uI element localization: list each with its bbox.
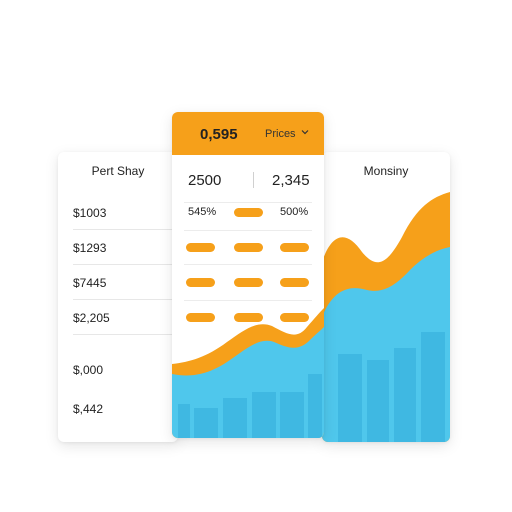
list-item-value: $,442 (73, 402, 104, 416)
chart-bar (367, 360, 389, 442)
row-divider (184, 264, 312, 265)
list-item[interactable]: $2,205 (73, 300, 178, 335)
value-pill[interactable] (186, 278, 215, 287)
chart-bar (178, 404, 190, 438)
column-value: 2500 (188, 172, 222, 189)
column-value: 2,345 (272, 172, 310, 189)
value-pill[interactable] (234, 278, 263, 287)
chart-bar (280, 392, 304, 438)
value-pill[interactable] (280, 243, 309, 252)
column-divider (253, 172, 254, 188)
chart-bar (223, 398, 247, 438)
percent-label: 500% (280, 206, 309, 218)
row-divider (184, 230, 312, 231)
left-panel-title: Pert Shay (91, 164, 145, 178)
list-item[interactable]: $7445 (73, 265, 178, 300)
left-panel: Pert Shay $1003 $1293 $7445 $2,205 $,000… (58, 152, 178, 442)
list-item-value: $7445 (73, 276, 107, 290)
list-item[interactable]: $1003 (73, 195, 178, 230)
prices-dropdown[interactable]: Prices (265, 128, 296, 140)
chart-bar (194, 408, 218, 438)
row-divider (184, 300, 312, 301)
area-chart (322, 192, 450, 442)
value-pill[interactable] (186, 313, 215, 322)
header-value: 0,595 (200, 126, 238, 143)
chart-bar (308, 374, 322, 438)
chart-bar (252, 392, 276, 438)
chart-bar (338, 354, 362, 442)
list-item[interactable]: $1293 (73, 230, 178, 265)
list-item-value: $,000 (73, 363, 104, 377)
list-item-value: $1293 (73, 241, 107, 255)
value-pill[interactable] (280, 278, 309, 287)
chart-bar (394, 348, 416, 442)
value-pill[interactable] (234, 313, 263, 322)
percent-label: 545% (188, 206, 217, 218)
chevron-down-icon[interactable] (300, 127, 310, 137)
list-item-value: $1003 (73, 206, 107, 220)
value-pill[interactable] (234, 208, 263, 217)
center-panel-header: 0,595 Prices (172, 112, 324, 155)
right-panel-title: Monsiny (363, 164, 409, 178)
value-pill[interactable] (234, 243, 263, 252)
chart-bar (421, 332, 445, 442)
row-divider (184, 202, 312, 203)
area-chart (172, 308, 324, 438)
value-pill[interactable] (280, 313, 309, 322)
center-panel: 0,595 Prices 2500 2,345 545% 500% (172, 112, 324, 438)
value-pill[interactable] (186, 243, 215, 252)
right-panel: Monsiny (322, 152, 450, 442)
list-item-value: $2,205 (73, 311, 110, 325)
